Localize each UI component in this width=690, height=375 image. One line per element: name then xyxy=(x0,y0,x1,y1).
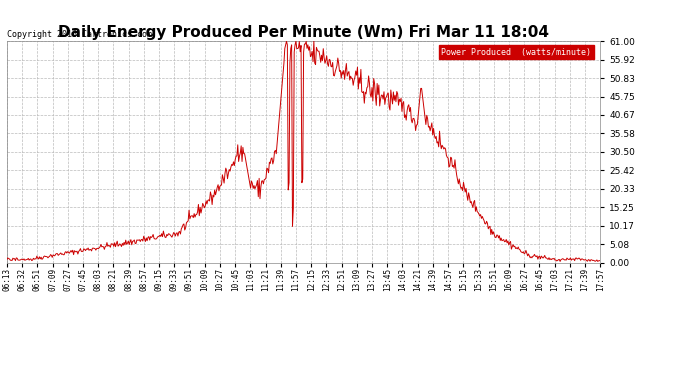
Title: Daily Energy Produced Per Minute (Wm) Fri Mar 11 18:04: Daily Energy Produced Per Minute (Wm) Fr… xyxy=(58,25,549,40)
Text: Power Produced  (watts/minute): Power Produced (watts/minute) xyxy=(442,48,591,57)
Text: Copyright 2016 Cartronics.com: Copyright 2016 Cartronics.com xyxy=(7,30,152,39)
